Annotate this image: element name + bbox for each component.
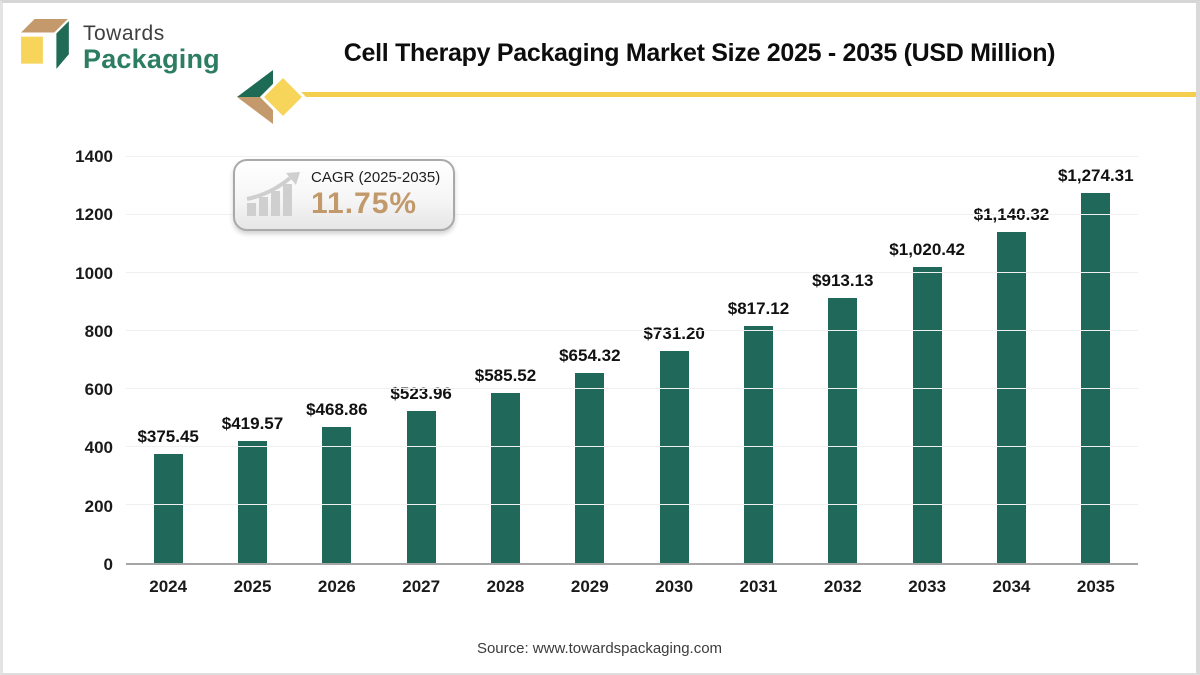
bar-column-2025: $419.57 xyxy=(210,157,294,563)
bar-2027 xyxy=(406,411,436,563)
bar-2025 xyxy=(237,441,267,563)
bar-column-2024: $375.45 xyxy=(126,157,210,563)
y-tick-label-400: 400 xyxy=(84,438,113,458)
gridline-1000 xyxy=(126,272,1138,273)
y-tick-label-0: 0 xyxy=(103,555,113,574)
bar-2032 xyxy=(828,298,858,563)
bar-value-label-2034: $1,140.32 xyxy=(973,205,1050,225)
bar-value-label-2026: $468.86 xyxy=(306,400,368,420)
plot-area: $375.45 $419.57 $468.86 $523.96 $585.52 $654.… xyxy=(126,156,1138,565)
bar-2029 xyxy=(575,373,605,563)
y-axis: 0 200 400 600 800 1000 1200 1400 xyxy=(43,148,113,574)
x-tick-label-2029: 2029 xyxy=(570,577,609,596)
y-tick-label-1200: 1200 xyxy=(75,205,113,225)
bar-column-2030: $731.20 xyxy=(632,157,716,563)
x-tick-label-2027: 2027 xyxy=(402,577,441,596)
brand-name: Towards Packaging xyxy=(83,19,220,73)
x-tick-label-2024: 2024 xyxy=(149,577,188,596)
gridline-1200 xyxy=(126,214,1138,215)
x-tick-label-2026: 2026 xyxy=(317,577,356,596)
y-tick-label-600: 600 xyxy=(84,380,113,400)
divider-arrow-icon xyxy=(237,70,307,124)
x-tick-label-2030: 2030 xyxy=(655,577,694,596)
gridline-400 xyxy=(126,446,1138,447)
bar-2026 xyxy=(322,427,352,563)
gridline-600 xyxy=(126,388,1138,389)
x-tick-label-2034: 2034 xyxy=(992,577,1031,596)
bar-value-label-2032: $913.13 xyxy=(812,271,874,291)
bar-2030 xyxy=(659,350,689,563)
x-tick-label-2025: 2025 xyxy=(233,577,272,596)
bar-value-label-2030: $731.20 xyxy=(643,323,705,343)
gridline-800 xyxy=(126,330,1138,331)
y-tick-label-800: 800 xyxy=(84,321,113,341)
bar-2031 xyxy=(743,326,773,563)
bar-2028 xyxy=(490,393,520,563)
y-tick-label-1400: 1400 xyxy=(75,147,113,166)
bar-column-2032: $913.13 xyxy=(801,157,885,563)
bar-column-2028: $585.52 xyxy=(463,157,547,563)
gridline-1400 xyxy=(126,156,1138,157)
bar-value-label-2031: $817.12 xyxy=(727,299,790,319)
cagr-badge: CAGR (2025-2035) 11.75% xyxy=(233,159,455,231)
bar-column-2031: $817.12 xyxy=(716,157,800,563)
title-divider xyxy=(3,70,1196,133)
cagr-label: CAGR (2025-2035) xyxy=(311,169,441,187)
bar-2033 xyxy=(912,267,942,563)
divider-line xyxy=(290,92,1196,97)
chart-title: Cell Therapy Packaging Market Size 2025 … xyxy=(343,39,1056,67)
y-tick-label-200: 200 xyxy=(84,496,113,516)
bar-value-label-2029: $654.32 xyxy=(559,346,621,366)
y-tick-label-1000: 1000 xyxy=(75,263,113,283)
cagr-text: CAGR (2025-2035) 11.75% xyxy=(311,170,440,220)
x-tick-label-2028: 2028 xyxy=(486,577,525,596)
bar-value-label-2028: $585.52 xyxy=(474,366,537,386)
bar-2035 xyxy=(1081,193,1111,563)
bar-value-label-2035: $1,274.31 xyxy=(1057,166,1134,186)
x-tick-label-2033: 2033 xyxy=(908,577,947,596)
bar-column-2034: $1,140.32 xyxy=(969,157,1053,563)
x-tick-label-2031: 2031 xyxy=(739,577,778,596)
bar-value-label-2025: $419.57 xyxy=(221,414,284,434)
bar-2024 xyxy=(153,454,183,563)
growth-chart-icon xyxy=(246,172,300,216)
cube-logo-icon xyxy=(21,19,69,70)
bar-value-label-2033: $1,020.42 xyxy=(889,240,965,260)
cagr-value: 11.75% xyxy=(311,186,418,220)
brand-name-bottom: Packaging xyxy=(83,44,220,75)
source-note: Source: www.towardspackaging.com xyxy=(476,640,723,657)
bar-series: $375.45 $419.57 $468.86 $523.96 $585.52 $654.… xyxy=(126,157,1138,563)
bar-column-2035: $1,274.31 xyxy=(1054,157,1138,563)
x-tick-label-2035: 2035 xyxy=(1076,577,1115,596)
brand-name-top: Towards xyxy=(83,22,165,45)
brand-logo: Towards Packaging xyxy=(21,19,220,73)
bar-2034 xyxy=(996,232,1026,563)
bar-column-2029: $654.32 xyxy=(548,157,632,563)
x-tick-label-2032: 2032 xyxy=(823,577,862,596)
bar-column-2033: $1,020.42 xyxy=(885,157,969,563)
bar-value-label-2024: $375.45 xyxy=(137,427,199,447)
bar-column-2026: $468.86 xyxy=(295,157,379,563)
x-axis: 2024 2025 2026 2027 2028 2029 2030 2031 2032 2033… xyxy=(126,577,1138,597)
gridline-200 xyxy=(126,504,1138,505)
